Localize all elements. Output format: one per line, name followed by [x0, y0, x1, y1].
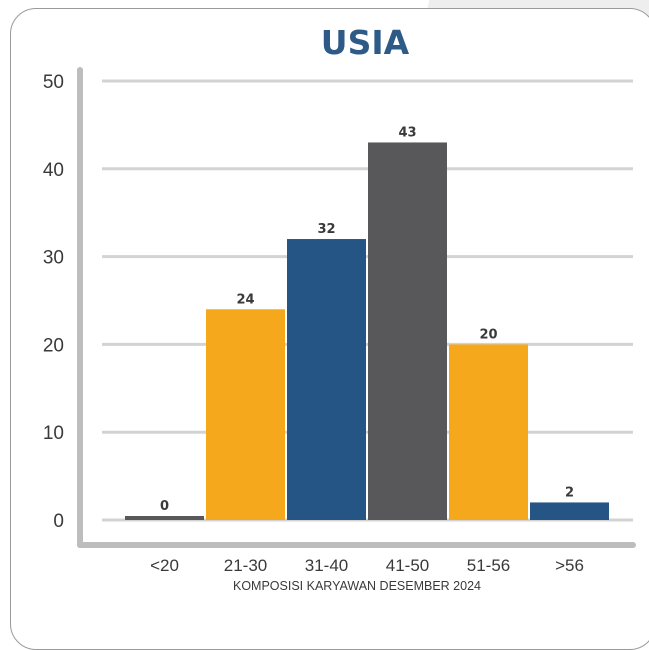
y-tick-label: 40: [43, 160, 64, 181]
bar: [287, 239, 366, 521]
bar: [449, 344, 528, 520]
y-tick-label: 10: [43, 423, 64, 444]
bar: [206, 309, 285, 520]
data-label: 43: [398, 125, 416, 140]
x-tick-label: 41-50: [386, 556, 429, 575]
x-tick-label: 31-40: [305, 556, 348, 575]
y-tick-label: 50: [43, 72, 64, 93]
y-tick-label: 20: [43, 335, 64, 356]
chart-subtitle: KOMPOSISI KARYAWAN DESEMBER 2024: [233, 579, 481, 593]
chart-title: USIA: [321, 23, 410, 62]
bar: [368, 142, 447, 520]
gridlines: [102, 79, 633, 522]
x-tick-label: <20: [150, 556, 179, 575]
x-tick-label: 21-30: [224, 556, 267, 575]
bars: [125, 142, 609, 521]
data-label: 0: [160, 499, 169, 514]
chart-svg: USIA 0 10 20 30 40 50 0 24 32 43 20 2 <20 21-30 31-4…: [43, 23, 636, 593]
y-tick-label: 0: [53, 511, 64, 532]
bar: [530, 502, 609, 520]
data-label: 24: [236, 292, 254, 307]
x-tick-label: 51-56: [467, 556, 510, 575]
data-label: 32: [317, 222, 335, 237]
x-axis-ticks: <20 21-30 31-40 41-50 51-56 >56: [150, 556, 584, 575]
data-label: 20: [479, 327, 497, 342]
x-tick-label: >56: [555, 556, 584, 575]
data-labels: 0 24 32 43 20 2: [160, 125, 574, 514]
data-label: 2: [565, 485, 574, 500]
bar: [125, 516, 204, 520]
y-axis-ticks: 0 10 20 30 40 50: [43, 72, 64, 532]
y-tick-label: 30: [43, 248, 64, 269]
